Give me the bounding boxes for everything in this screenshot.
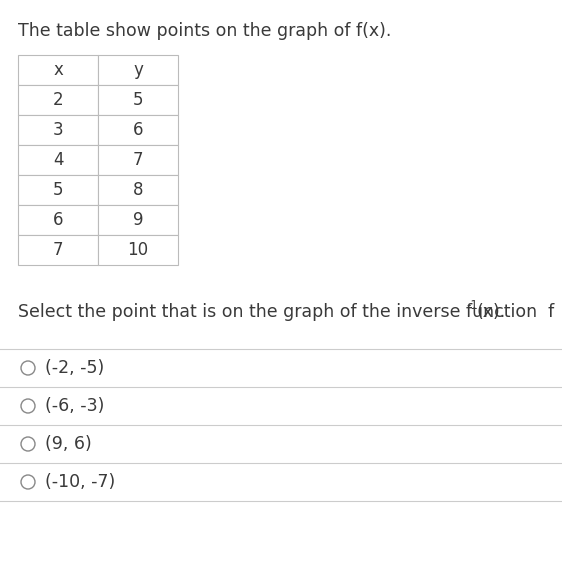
Text: Select the point that is on the graph of the inverse function  f: Select the point that is on the graph of… — [18, 303, 554, 321]
Text: 9: 9 — [133, 211, 143, 229]
Text: 6: 6 — [53, 211, 64, 229]
Text: x: x — [53, 61, 63, 79]
Text: 7: 7 — [53, 241, 64, 259]
Text: (-10, -7): (-10, -7) — [45, 473, 115, 491]
Text: y: y — [133, 61, 143, 79]
Text: 2: 2 — [53, 91, 64, 109]
Bar — [98, 55, 178, 85]
Bar — [98, 115, 178, 145]
Bar — [18, 115, 98, 145]
Bar — [98, 85, 178, 115]
Text: 4: 4 — [53, 151, 64, 169]
Bar — [18, 145, 98, 175]
Text: (-6, -3): (-6, -3) — [45, 397, 105, 415]
Bar — [98, 205, 178, 235]
Bar — [18, 205, 98, 235]
Text: The table show points on the graph of f(x).: The table show points on the graph of f(… — [18, 22, 391, 40]
Text: 8: 8 — [133, 181, 143, 199]
Text: 6: 6 — [133, 121, 143, 139]
Bar — [18, 235, 98, 265]
Bar — [98, 235, 178, 265]
Text: -1: -1 — [466, 299, 478, 312]
Text: 5: 5 — [133, 91, 143, 109]
Text: (9, 6): (9, 6) — [45, 435, 92, 453]
Bar — [98, 175, 178, 205]
Text: (x).: (x). — [477, 303, 506, 321]
Text: (-2, -5): (-2, -5) — [45, 359, 104, 377]
Text: 10: 10 — [128, 241, 148, 259]
Bar — [18, 55, 98, 85]
Bar — [98, 145, 178, 175]
Text: 3: 3 — [53, 121, 64, 139]
Text: 7: 7 — [133, 151, 143, 169]
Text: 5: 5 — [53, 181, 64, 199]
Bar — [18, 85, 98, 115]
Bar — [18, 175, 98, 205]
